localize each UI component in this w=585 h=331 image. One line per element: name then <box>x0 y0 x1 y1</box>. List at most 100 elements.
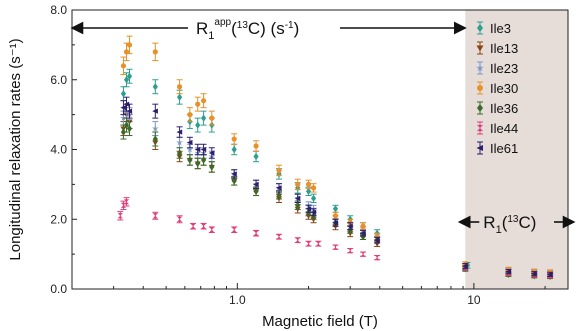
x-axis-title: Magnetic field (T) <box>262 313 378 330</box>
data-point <box>305 213 312 219</box>
series-ile44 <box>117 197 554 279</box>
data-point <box>195 159 201 168</box>
data-point <box>546 271 553 277</box>
legend-label: Ile23 <box>490 61 518 76</box>
data-point <box>305 181 312 187</box>
data-point <box>253 143 259 149</box>
legend-label: Ile61 <box>490 141 518 156</box>
annotation-part: 1 <box>208 30 214 42</box>
data-point <box>477 85 483 91</box>
data-point <box>310 209 317 215</box>
data-point <box>276 234 282 240</box>
data-point <box>120 90 127 98</box>
data-point <box>476 145 483 151</box>
data-point <box>276 167 282 174</box>
data-point <box>347 248 353 254</box>
legend-item-ile61: Ile61 <box>476 141 518 156</box>
data-point <box>152 213 158 219</box>
data-point <box>332 205 339 213</box>
data-point <box>374 237 380 243</box>
annotation-part: app <box>214 17 231 28</box>
y-tick-label: 4.0 <box>50 143 67 157</box>
data-point <box>374 255 380 261</box>
legend-item-ile30: Ile30 <box>477 81 518 96</box>
data-point <box>295 201 301 209</box>
annotation-part: 13 <box>507 214 519 225</box>
data-point <box>120 105 127 111</box>
legend-item-ile13: Ile13 <box>476 41 518 56</box>
data-point <box>295 237 301 243</box>
data-point <box>477 125 483 131</box>
y-tick-label: 0.0 <box>50 282 67 296</box>
y-axis-title: Longitudinal relaxation rates (s⁻¹) <box>7 38 24 260</box>
data-point <box>176 149 183 157</box>
data-point <box>117 213 123 219</box>
data-point <box>120 128 127 136</box>
y-tick-label: 6.0 <box>50 73 67 87</box>
data-point <box>187 112 193 118</box>
data-point <box>126 108 133 114</box>
legend-item-ile44: Ile44 <box>477 121 518 136</box>
data-point <box>120 63 127 69</box>
data-point <box>120 202 127 208</box>
annotation-part: -1 <box>285 20 294 31</box>
data-point <box>200 156 207 164</box>
data-point <box>360 223 366 229</box>
data-point <box>209 227 215 233</box>
data-point <box>187 156 193 164</box>
data-point <box>231 171 237 177</box>
data-point <box>126 42 133 48</box>
data-point <box>253 230 259 236</box>
annotation-part: ( <box>502 213 508 232</box>
data-point <box>332 220 339 226</box>
data-point <box>151 124 159 132</box>
data-point <box>294 195 301 201</box>
series-ile61 <box>120 96 554 277</box>
annotation-part: ) <box>294 19 300 38</box>
annotation-part: C) (s <box>248 19 285 38</box>
data-point <box>152 135 158 143</box>
data-point <box>360 251 366 257</box>
annotation-text: R1(13C) <box>483 213 536 236</box>
data-point <box>176 129 183 135</box>
data-point <box>195 101 201 107</box>
legend-item-ile3: Ile3 <box>477 21 511 36</box>
data-point <box>477 24 483 32</box>
data-point <box>347 231 354 237</box>
data-point <box>253 152 259 161</box>
data-point <box>176 138 184 146</box>
data-point <box>152 108 158 114</box>
y-tick-label: 2.0 <box>50 212 67 226</box>
data-point <box>476 45 484 52</box>
annotation-part: ( <box>231 19 237 38</box>
legend-label: Ile44 <box>490 121 518 136</box>
annotation-part: C) <box>519 213 537 232</box>
legend-label: Ile30 <box>490 81 518 96</box>
data-point <box>305 241 312 247</box>
data-point <box>359 230 366 236</box>
data-point <box>123 76 130 84</box>
legend-label: Ile3 <box>490 21 511 36</box>
data-point <box>310 194 317 202</box>
data-point <box>531 271 537 277</box>
data-point <box>126 124 133 133</box>
data-point <box>186 145 194 153</box>
y-tick-label: 8.0 <box>50 3 67 17</box>
annotation-part: R <box>196 19 208 38</box>
data-point <box>120 114 127 122</box>
data-point <box>209 115 215 121</box>
data-point <box>123 199 130 205</box>
data-point <box>190 223 196 229</box>
annotation-part: 13 <box>237 20 249 31</box>
data-point <box>332 244 339 250</box>
data-point <box>310 185 317 191</box>
data-point <box>476 64 484 72</box>
data-point <box>195 121 201 129</box>
annotation-part: 1 <box>496 224 502 236</box>
data-point <box>462 263 468 269</box>
data-point <box>505 268 512 275</box>
data-point <box>200 146 207 153</box>
legend-item-ile23: Ile23 <box>476 61 518 76</box>
data-point <box>231 227 237 233</box>
